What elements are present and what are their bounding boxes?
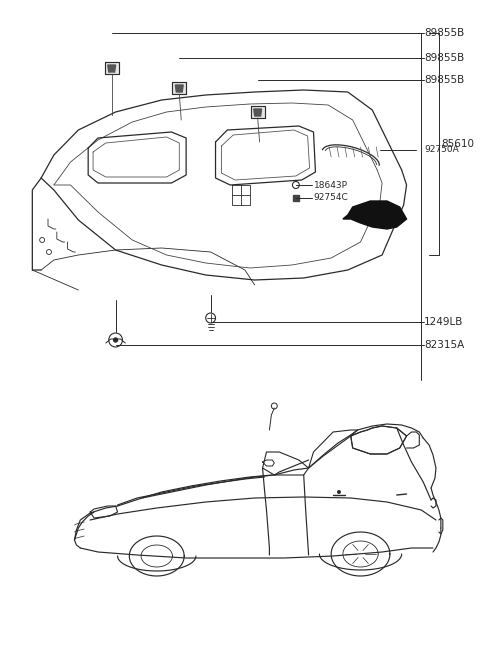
Text: 1249LB: 1249LB bbox=[424, 317, 464, 327]
Polygon shape bbox=[251, 106, 264, 118]
Polygon shape bbox=[254, 109, 262, 116]
Circle shape bbox=[337, 490, 341, 494]
Text: 89855B: 89855B bbox=[424, 53, 465, 63]
Text: 89855B: 89855B bbox=[424, 75, 465, 85]
Polygon shape bbox=[293, 195, 299, 201]
Polygon shape bbox=[175, 85, 183, 92]
Circle shape bbox=[114, 338, 118, 342]
Polygon shape bbox=[172, 82, 186, 94]
Text: 92754C: 92754C bbox=[313, 193, 348, 202]
Text: 92750A: 92750A bbox=[424, 145, 459, 155]
Text: 18643P: 18643P bbox=[313, 181, 348, 189]
Text: 89855B: 89855B bbox=[424, 28, 465, 38]
Polygon shape bbox=[108, 65, 116, 72]
Text: 82315A: 82315A bbox=[424, 340, 465, 350]
Polygon shape bbox=[105, 62, 119, 74]
Text: 85610: 85610 bbox=[441, 139, 474, 149]
Polygon shape bbox=[343, 201, 407, 229]
